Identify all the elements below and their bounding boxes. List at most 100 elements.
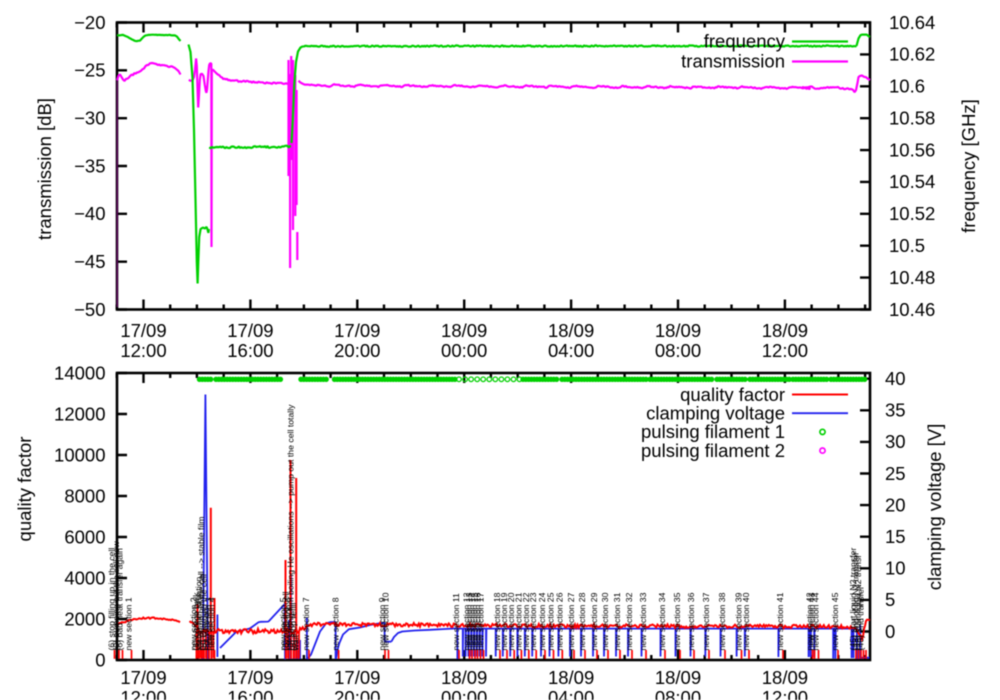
svg-text:12:00: 12:00 (762, 687, 808, 700)
svg-text:00:00: 00:00 (441, 687, 487, 700)
svg-text:−45: −45 (74, 251, 105, 272)
svg-text:new section 16: new section 16 (473, 592, 483, 650)
svg-text:transmission [dB]: transmission [dB] (34, 98, 55, 240)
svg-text:17/09: 17/09 (334, 667, 380, 688)
svg-text:10.64: 10.64 (889, 12, 935, 33)
svg-text:new section 20: new section 20 (506, 592, 516, 650)
svg-text:5: 5 (885, 589, 895, 610)
svg-text:10.62: 10.62 (889, 44, 935, 65)
svg-text:10.56: 10.56 (889, 139, 935, 160)
svg-text:(6) charge bulk: (6) charge bulk (191, 592, 201, 651)
svg-text:8000: 8000 (64, 485, 105, 506)
svg-text:18/09: 18/09 (655, 320, 701, 341)
svg-text:(46) start liquid N2 transf: (46) start liquid N2 transf (853, 555, 863, 651)
svg-text:12:00: 12:00 (120, 340, 166, 361)
svg-text:10000: 10000 (54, 444, 105, 465)
svg-text:new section 13: new section 13 (464, 592, 474, 650)
svg-text:30: 30 (885, 431, 906, 452)
svg-text:transmission: transmission (681, 51, 785, 72)
svg-text:10.6: 10.6 (889, 76, 925, 97)
svg-text:0: 0 (95, 649, 105, 670)
svg-text:10.46: 10.46 (889, 299, 935, 320)
svg-text:new section 27: new section 27 (566, 592, 576, 650)
svg-text:25: 25 (885, 463, 906, 484)
svg-text:clamping voltage [V]: clamping voltage [V] (924, 424, 945, 591)
svg-text:18/09: 18/09 (548, 320, 594, 341)
svg-text:12:00: 12:00 (120, 687, 166, 700)
svg-text:new section 25: new section 25 (546, 592, 556, 650)
svg-text:new section 11: new section 11 (451, 593, 461, 650)
svg-text:clamping voltage: clamping voltage (646, 403, 785, 424)
svg-text:hot wire on: hot wire on (201, 608, 211, 651)
svg-text:frequency: frequency (704, 31, 786, 52)
svg-text:stable film situation: stable film situation (194, 576, 204, 650)
svg-text:17/09: 17/09 (334, 320, 380, 341)
svg-text:new section 14: new section 14 (467, 592, 477, 650)
svg-text:new section 26: new section 26 (554, 592, 564, 650)
svg-text:quality factor: quality factor (680, 384, 785, 405)
svg-text:12000: 12000 (54, 403, 105, 424)
svg-text:new section 7: new section 7 (301, 597, 311, 650)
svg-text:new section 28: new section 28 (577, 592, 587, 650)
svg-text:−50: −50 (74, 299, 105, 320)
svg-text:20:00: 20:00 (334, 687, 380, 700)
svg-text:new section 8: new section 8 (331, 597, 341, 650)
svg-text:18/09: 18/09 (762, 667, 808, 688)
svg-text:15: 15 (885, 526, 906, 547)
svg-text:6000: 6000 (64, 526, 105, 547)
svg-text:new section 44: new section 44 (811, 592, 821, 650)
svg-text:−30: −30 (74, 108, 105, 129)
svg-text:(6) bad heat transfer again: (6) bad heat transfer again (115, 548, 125, 651)
svg-text:new section 35: new section 35 (672, 592, 682, 650)
svg-text:new section 36: new section 36 (686, 592, 696, 650)
svg-text:frequency [GHz]: frequency [GHz] (958, 99, 979, 233)
svg-text:14000: 14000 (54, 362, 105, 383)
svg-text:−40: −40 (74, 203, 105, 224)
svg-text:new section 3: new section 3 (204, 597, 214, 650)
svg-text:new section 33: new section 33 (638, 592, 648, 650)
svg-text:new section 19: new section 19 (499, 592, 509, 650)
svg-text:new section 18: new section 18 (492, 592, 502, 650)
svg-text:12:00: 12:00 (762, 340, 808, 361)
svg-text:20: 20 (885, 494, 906, 515)
svg-text:pulsing filament 1: pulsing filament 1 (641, 421, 785, 442)
svg-text:new section 9: new section 9 (377, 597, 387, 650)
svg-text:16:00: 16:00 (227, 340, 273, 361)
svg-text:(6) refill the cell: (6) refill the cell (281, 592, 291, 651)
svg-text:(0) strong film boiling He osc: (0) strong film boiling He oscillations … (286, 404, 296, 651)
svg-text:new section 21: new section 21 (513, 592, 523, 650)
svg-text:new section 42: new section 42 (805, 592, 815, 650)
svg-text:−20: −20 (74, 12, 105, 33)
svg-text:new section 22: new section 22 (521, 592, 531, 650)
svg-text:new section 4: new section 4 (207, 597, 217, 650)
svg-text:(6) charging the cell: (6) charging the cell (199, 574, 209, 650)
svg-text:new section 29: new section 29 (589, 592, 599, 650)
svg-text:40: 40 (885, 368, 906, 389)
svg-text:04:00: 04:00 (548, 340, 594, 361)
svg-text:04:00: 04:00 (548, 687, 594, 700)
svg-text:new section 1: new section 1 (124, 597, 134, 650)
svg-text:18/09: 18/09 (548, 667, 594, 688)
svg-text:17/09: 17/09 (120, 667, 166, 688)
svg-text:18/09: 18/09 (441, 320, 487, 341)
svg-text:18/09: 18/09 (655, 667, 701, 688)
svg-text:10.52: 10.52 (889, 203, 935, 224)
svg-text:new section 39: new section 39 (734, 592, 744, 650)
svg-text:new section 31: new section 31 (612, 592, 622, 650)
svg-text:(6) stop filling up in the cel: (6) stop filling up in the cell (107, 548, 117, 651)
svg-text:00:00: 00:00 (441, 340, 487, 361)
svg-text:new section 45: new section 45 (830, 592, 840, 650)
svg-text:(6) stop refill: (6) stop refill (288, 603, 298, 651)
svg-text:new section 40: new section 40 (741, 592, 751, 650)
svg-text:new section 43: new section 43 (807, 592, 817, 650)
svg-text:17/09: 17/09 (227, 320, 273, 341)
svg-text:08:00: 08:00 (655, 687, 701, 700)
svg-text:new section 32: new section 32 (624, 592, 634, 650)
svg-text:2000: 2000 (64, 608, 105, 629)
svg-text:new section 23: new section 23 (528, 592, 538, 650)
svg-text:wait: wait (291, 634, 301, 651)
svg-text:new section 24: new section 24 (537, 592, 547, 650)
svg-text:new section 37: new section 37 (701, 592, 711, 650)
svg-text:10.58: 10.58 (889, 108, 935, 129)
svg-text:10: 10 (885, 558, 906, 579)
